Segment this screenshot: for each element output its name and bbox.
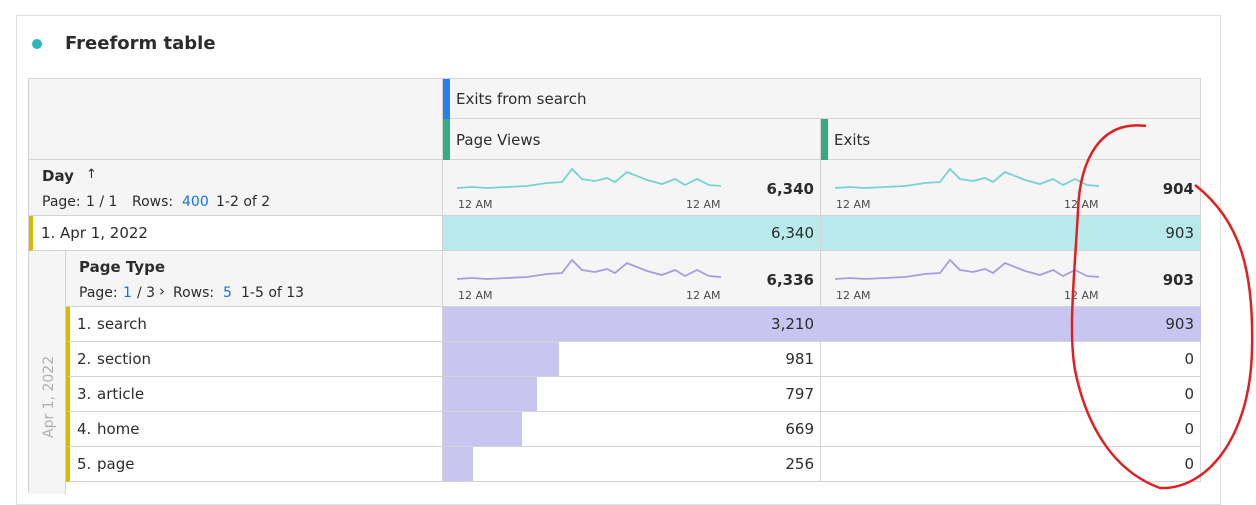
pager-page: 1: [123, 285, 132, 301]
panel-dot: [32, 39, 42, 49]
drag-handle: [443, 79, 450, 119]
pager-range: 1-2 of 2: [216, 194, 271, 210]
column-total: 6,340: [766, 180, 814, 198]
row-number: 1.: [77, 315, 92, 333]
row-label-cell: [66, 307, 443, 342]
trend-sparkline: [835, 167, 1099, 189]
segment-header: [443, 79, 1201, 119]
trend-sparkline: [835, 258, 1099, 280]
pager-next: ›: [159, 282, 165, 300]
sparkline: [835, 258, 1099, 280]
pager-page-label: Page:: [42, 194, 81, 210]
row-label-cell: [66, 342, 443, 377]
dimension-name: Day: [42, 167, 74, 185]
row-label: page: [97, 455, 135, 473]
row-label-cell: [66, 412, 443, 447]
panel-title[interactable]: Freeform table: [65, 33, 216, 54]
pager-rows: 400: [182, 194, 209, 210]
column-total: 903: [1162, 271, 1194, 289]
row-number: 3.: [77, 385, 92, 403]
trend-sparkline: [457, 167, 721, 189]
value-bar: [443, 307, 821, 341]
annotation-circle: [1070, 124, 1254, 490]
value-cell: [821, 377, 1201, 412]
header-cell: [29, 79, 443, 160]
row-number: 5.: [77, 455, 92, 473]
drag-handle: [821, 119, 828, 160]
row-value: 0: [1184, 420, 1194, 438]
axis-label: 12 AM: [458, 198, 493, 211]
column-header: [443, 119, 821, 160]
axis-label: 12 AM: [458, 289, 493, 302]
row-value: 0: [1184, 385, 1194, 403]
row-number: 4.: [77, 420, 92, 438]
summary-cell: [66, 251, 443, 307]
column-total: 904: [1162, 180, 1194, 198]
axis-label: 12 AM: [1064, 198, 1099, 211]
summary-cell: [29, 160, 443, 216]
row-value: 981: [785, 350, 814, 368]
sparkline: [835, 167, 1099, 189]
row-value: 3,210: [771, 315, 814, 333]
summary-cell: [821, 160, 1201, 216]
dimension-name: Page Type: [79, 258, 165, 276]
row-value: 0: [1184, 350, 1194, 368]
row-number: 1.: [41, 224, 56, 242]
column-name: Page Views: [456, 131, 541, 149]
column-name: Exits: [834, 131, 871, 149]
row-value: 903: [1165, 315, 1194, 333]
column-total: 6,336: [766, 271, 814, 289]
row-label: Apr 1, 2022: [60, 224, 148, 242]
value-bar: [443, 412, 522, 446]
panel: Freeform table Exits from search Page Vie…: [16, 15, 1254, 505]
pager-page-of: / 3: [137, 285, 156, 301]
summary-cell: [821, 251, 1201, 307]
row-value: 903: [1165, 224, 1194, 242]
value-cell: [821, 342, 1201, 377]
pager-page: 1 / 1: [86, 194, 118, 210]
breakdown-gutter: [29, 251, 66, 494]
row-value: 0: [1184, 455, 1194, 473]
value-bar: [443, 447, 474, 481]
row-label-cell: [66, 447, 443, 482]
row-number: 2.: [77, 350, 92, 368]
row-label-cell: [66, 377, 443, 412]
value-cell: [821, 216, 1201, 251]
value-cell: [443, 216, 821, 251]
sort-arrow: ↑: [86, 167, 97, 182]
pager-rows-label: Rows:: [173, 285, 215, 301]
value-bar: [821, 307, 1201, 341]
pager-page-label: Page:: [79, 285, 118, 301]
freeform-table: Exits from search Page Views Exits Day ↑ Page…: [28, 78, 1201, 494]
page: Freeform table Exits from search Page Vie…: [16, 15, 1254, 505]
summary-cell: [443, 251, 821, 307]
row-value: 6,340: [771, 224, 814, 242]
row-value: 797: [785, 385, 814, 403]
row-label-cell: [29, 216, 443, 251]
axis-label: 12 AM: [686, 198, 721, 211]
summary-cell: [443, 160, 821, 216]
value-bar: [443, 377, 537, 411]
row-value: 256: [785, 455, 814, 473]
row-value: 669: [785, 420, 814, 438]
axis-label: 12 AM: [836, 198, 871, 211]
pager-range: 1-5 of 13: [241, 285, 305, 301]
pager-rows: 5: [223, 285, 232, 301]
row-label: article: [97, 385, 145, 403]
axis-label: 12 AM: [686, 289, 721, 302]
sparkline: [457, 258, 721, 280]
value-cell: [821, 412, 1201, 447]
axis-label: 12 AM: [836, 289, 871, 302]
trend-sparkline: [457, 258, 721, 280]
sparkline: [457, 167, 721, 189]
row-label: search: [97, 315, 147, 333]
drag-handle: [443, 119, 450, 160]
segment-name: Exits from search: [456, 90, 587, 108]
row-label: home: [97, 420, 140, 438]
pager-rows-label: Rows:: [132, 194, 174, 210]
value-bar: [443, 342, 559, 376]
annotation: [1070, 124, 1254, 490]
row-label: section: [97, 350, 152, 368]
value-cell: [443, 447, 821, 482]
